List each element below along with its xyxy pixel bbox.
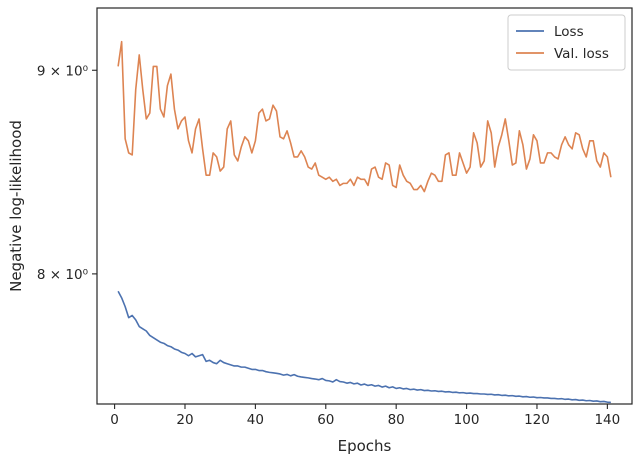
x-tick-label: 140: [594, 412, 620, 428]
series-line-val-loss: [117, 40, 612, 193]
x-tick-label: 100: [454, 412, 480, 428]
x-tick-label: 120: [524, 412, 550, 428]
y-axis: 8 × 10⁰ 9 × 10⁰: [37, 63, 97, 283]
legend-label: Loss: [554, 24, 584, 40]
x-tick-label: 80: [388, 412, 405, 428]
series-line-loss: [117, 290, 611, 404]
x-tick-label: 20: [176, 412, 193, 428]
x-tick-label: 0: [110, 412, 119, 428]
x-axis-label: Epochs: [338, 437, 392, 455]
x-axis: 0 20 40 60 80 100 120 140: [110, 404, 620, 428]
series-layer: [117, 40, 612, 404]
y-axis-label: Negative log-likelihood: [7, 120, 25, 292]
legend-box: [507, 14, 626, 71]
x-tick-label: 60: [317, 412, 334, 428]
plot-area: [96, 7, 633, 405]
y-tick-label: 8 × 10⁰: [37, 267, 88, 283]
plot-frame: [96, 7, 633, 405]
x-tick-label: 40: [247, 412, 264, 428]
legend-label: Val. loss: [554, 46, 609, 62]
legend: Loss Val. loss: [507, 14, 626, 71]
y-tick-label: 9 × 10⁰: [37, 63, 88, 79]
